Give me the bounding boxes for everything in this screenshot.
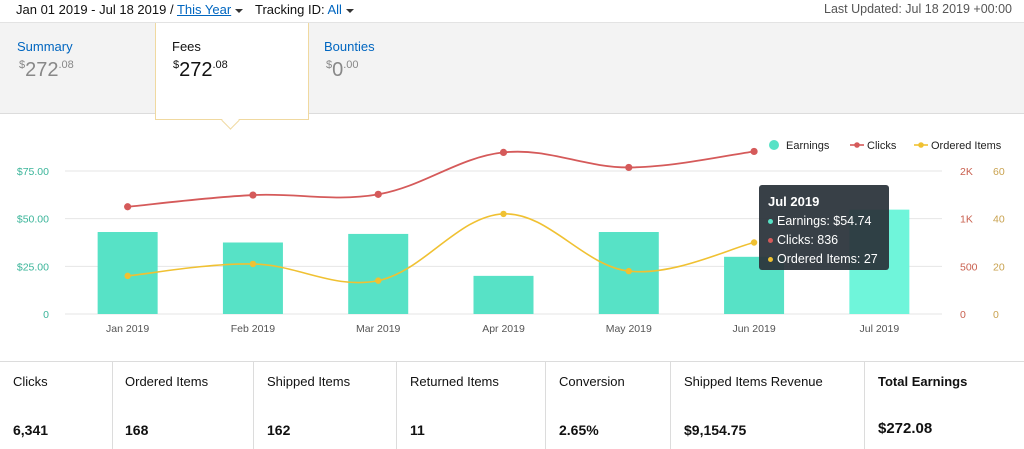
- tab-summary[interactable]: Summary $272.08: [17, 23, 137, 113]
- earnings-bar: [473, 275, 534, 314]
- stat-returned-items: Returned Items 11: [397, 362, 546, 449]
- tracking-id-label: Tracking ID:: [255, 2, 325, 17]
- legend-label: Ordered Items: [931, 140, 1002, 152]
- stat-value: 162: [267, 422, 291, 438]
- tab-fees-amount: $272.08: [173, 59, 228, 81]
- stat-label: Clicks: [13, 374, 48, 389]
- stat-value: 2.65%: [559, 422, 599, 438]
- stat-total-earnings: Total Earnings $272.08: [865, 362, 1024, 449]
- summary-tabs: Summary $272.08 Fees $272.08 Bounties $0…: [0, 22, 1024, 130]
- stat-ordered-items: Ordered Items 168: [112, 362, 254, 449]
- date-range: Jan 01 2019 - Jul 18 2019 / This Year: [16, 2, 244, 17]
- tab-bounties-label[interactable]: Bounties: [324, 39, 375, 54]
- left-axis-tick: $25.00: [17, 261, 49, 273]
- clicks-point: [124, 203, 132, 211]
- left-axis-tick: $75.00: [17, 166, 49, 178]
- earnings-chart: 0 $25.00 $50.00 $75.00 0 500 1K 2K 0 20 40 60 Jan 20…: [0, 114, 1024, 360]
- legend-point-marker: [854, 142, 860, 148]
- tracking-id-value[interactable]: All: [327, 2, 342, 17]
- stat-value: 6,341: [13, 422, 49, 438]
- right-axis-tick-ordered: 20: [993, 261, 1005, 273]
- stat-value: 168: [125, 422, 149, 438]
- x-axis-tick: Jul 2019: [860, 323, 900, 335]
- left-axis-tick: $50.00: [17, 214, 49, 226]
- stat-label: Conversion: [559, 374, 625, 389]
- earnings-dot-icon: [768, 219, 773, 225]
- legend-point-marker: [918, 142, 924, 148]
- tracking-id-filter[interactable]: Tracking ID: All: [255, 2, 354, 17]
- stat-label: Returned Items: [410, 374, 499, 389]
- x-axis-tick: Feb 2019: [231, 323, 276, 335]
- clicks-point: [625, 163, 633, 172]
- ordered-items-point: [750, 239, 758, 246]
- clicks-point: [249, 191, 257, 199]
- tab-fees-label[interactable]: Fees: [172, 39, 201, 54]
- chevron-down-icon[interactable]: [345, 8, 354, 13]
- tab-summary-amount: $272.08: [19, 59, 74, 81]
- ordered-items-point: [375, 277, 382, 284]
- stat-clicks: Clicks 6,341: [0, 362, 113, 449]
- x-axis-tick: Jan 2019: [106, 323, 149, 335]
- ordered-dot-icon: [768, 257, 773, 263]
- chart-tooltip: Jul 2019 Earnings: $54.74 Clicks: 836 Or…: [759, 185, 889, 270]
- x-axis-tick: Apr 2019: [482, 323, 525, 335]
- date-separator: /: [169, 2, 174, 17]
- last-updated: Last Updated: Jul 18 2019 +00:00: [824, 2, 1012, 16]
- stat-value: 11: [410, 422, 425, 438]
- ordered-items-point: [625, 267, 632, 275]
- legend-label: Clicks: [867, 140, 897, 152]
- ordered-items-point: [500, 210, 507, 218]
- ordered-items-point: [124, 272, 131, 280]
- left-axis-tick: 0: [43, 309, 49, 321]
- x-axis-tick: Jun 2019: [732, 323, 775, 335]
- report-header: Jan 01 2019 - Jul 18 2019 / This Year Tr…: [0, 0, 1024, 22]
- x-axis-tick: May 2019: [606, 323, 652, 335]
- stat-label: Ordered Items: [125, 374, 209, 389]
- tab-summary-label[interactable]: Summary: [17, 39, 73, 54]
- clicks-point: [374, 190, 382, 198]
- tab-bounties[interactable]: Bounties $0.00: [324, 23, 444, 113]
- clicks-point: [750, 147, 758, 156]
- clicks-point: [499, 148, 508, 157]
- tooltip-clicks: Clicks: 836: [768, 233, 838, 247]
- stats-row: Clicks 6,341 Ordered Items 168 Shipped I…: [0, 361, 1024, 449]
- legend-label: Earnings: [786, 140, 830, 152]
- legend-marker-earnings: [769, 140, 779, 150]
- period-dropdown[interactable]: This Year: [176, 2, 232, 17]
- ordered-items-line: [127, 213, 755, 284]
- clicks-line: [127, 150, 755, 208]
- x-axis-tick: Mar 2019: [356, 323, 401, 335]
- right-axis-tick-clicks: 2K: [960, 166, 973, 178]
- right-axis-tick-clicks: 1K: [960, 214, 973, 226]
- stat-conversion: Conversion 2.65%: [546, 362, 671, 449]
- stat-label: Shipped Items: [267, 374, 351, 389]
- date-range-text: Jan 01 2019 - Jul 18 2019: [16, 2, 167, 17]
- stat-shipped-items: Shipped Items 162: [254, 362, 397, 449]
- clicks-dot-icon: [768, 238, 773, 244]
- stat-label: Total Earnings: [878, 374, 968, 389]
- tab-fees[interactable]: Fees $272.08: [155, 23, 309, 130]
- tooltip-earnings: Earnings: $54.74: [768, 214, 872, 228]
- stat-label: Shipped Items Revenue: [684, 374, 823, 389]
- earnings-bar: [222, 242, 283, 314]
- right-axis-tick-ordered: 60: [993, 166, 1005, 178]
- tooltip-ordered: Ordered Items: 27: [768, 252, 878, 266]
- tab-bounties-amount: $0.00: [326, 59, 359, 81]
- stat-value: $272.08: [878, 420, 933, 437]
- stat-value: $9,154.75: [684, 422, 747, 438]
- stat-shipped-revenue: Shipped Items Revenue $9,154.75: [671, 362, 865, 449]
- chart-svg: 0 $25.00 $50.00 $75.00 0 500 1K 2K 0 20 40 60 Jan 20…: [17, 140, 1005, 335]
- chevron-down-icon[interactable]: [235, 8, 244, 13]
- right-axis-tick-clicks: 0: [960, 309, 966, 321]
- ordered-items-point: [249, 260, 257, 268]
- right-axis-tick-ordered: 0: [993, 309, 999, 321]
- right-axis-tick-ordered: 40: [993, 214, 1005, 226]
- tooltip-title: Jul 2019: [768, 194, 820, 209]
- right-axis-tick-clicks: 500: [960, 261, 978, 273]
